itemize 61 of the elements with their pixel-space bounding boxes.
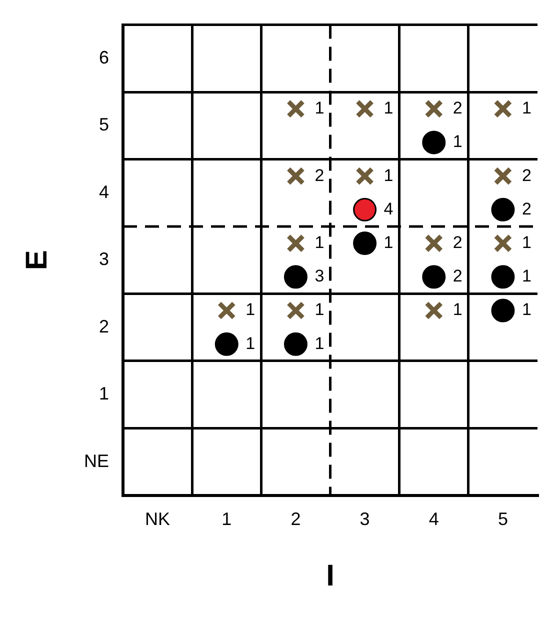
annotation: 2 — [452, 98, 462, 118]
annotation: 2 — [452, 232, 462, 252]
annotation: 1 — [384, 98, 394, 118]
y-tick-label: 2 — [98, 316, 110, 336]
point — [286, 100, 306, 118]
annotation: 1 — [246, 300, 256, 320]
point — [424, 234, 444, 253]
point — [355, 100, 374, 118]
point — [494, 166, 512, 186]
annotation: 1 — [314, 98, 324, 118]
y-tick-label: 6 — [98, 47, 110, 68]
annotation: 1 — [384, 232, 394, 252]
point — [353, 198, 377, 222]
annotation: 1 — [452, 132, 462, 152]
y-axis-title: E — [20, 250, 54, 270]
point — [286, 234, 306, 253]
annotation: 1 — [314, 300, 324, 320]
point — [424, 301, 444, 320]
point — [491, 198, 515, 222]
point — [353, 232, 377, 256]
annotation: 1 — [522, 300, 532, 320]
annotation: 3 — [314, 266, 324, 286]
annotation: 1 — [384, 166, 394, 185]
point — [284, 265, 308, 289]
point — [284, 332, 308, 356]
x-tick-label: NK — [145, 509, 170, 530]
x-tick-label: 2 — [290, 509, 301, 530]
annotation: 2 — [522, 166, 532, 185]
point — [424, 100, 444, 118]
point — [286, 301, 306, 320]
annotation: 2 — [522, 199, 532, 218]
annotation: 1 — [522, 98, 532, 118]
annotation: 1 — [314, 334, 324, 353]
x-tick-label: 5 — [498, 509, 508, 530]
annotation: 1 — [522, 266, 532, 286]
y-tick-label: NE — [84, 450, 110, 471]
point — [491, 298, 515, 322]
point — [214, 332, 238, 356]
point — [491, 265, 515, 289]
y-tick-label: 3 — [98, 249, 110, 270]
point — [422, 265, 446, 289]
y-tick-label: 4 — [98, 182, 110, 202]
y-tick-label: 1 — [98, 384, 110, 404]
annotation: 1 — [246, 334, 256, 353]
x-tick-label: 1 — [222, 509, 232, 530]
annotation: 1 — [452, 300, 462, 320]
annotation: 2 — [314, 166, 324, 185]
annotation: 1 — [522, 232, 532, 252]
point — [494, 234, 512, 253]
x-axis-title: I — [326, 559, 334, 592]
x-tick-label: 4 — [428, 509, 439, 530]
point — [422, 130, 446, 154]
annotation: 4 — [384, 199, 394, 218]
point — [217, 301, 236, 320]
annotation: 2 — [452, 266, 462, 286]
x-tick-label: 3 — [360, 509, 370, 530]
annotation: 1 — [314, 232, 324, 252]
point — [355, 166, 374, 186]
point — [286, 166, 306, 186]
point — [494, 100, 512, 118]
y-tick-label: 5 — [98, 114, 110, 135]
